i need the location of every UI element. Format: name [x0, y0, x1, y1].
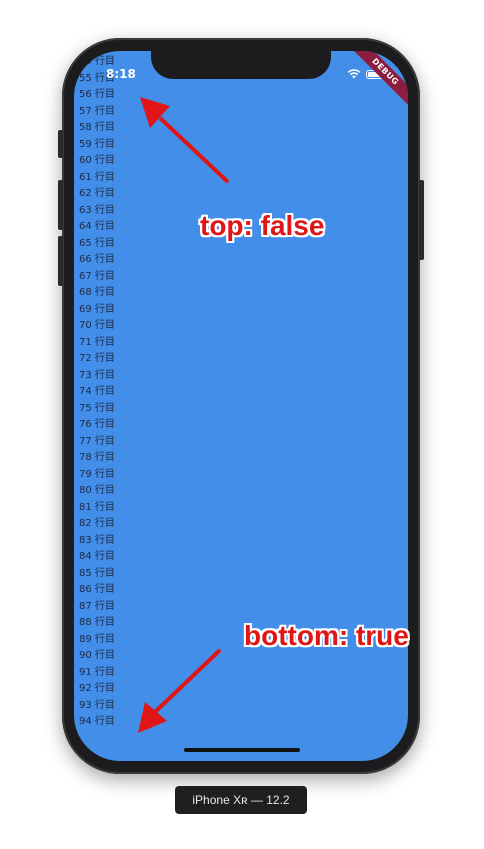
list-item: 88 行目	[79, 617, 115, 628]
list-item: 67 行目	[79, 270, 115, 282]
list-item: 68 行目	[79, 287, 115, 298]
list-item: 54 行目	[79, 56, 115, 67]
list-item: 85 行目	[79, 567, 115, 579]
arrow-top	[140, 97, 230, 184]
list-item: 89 行目	[79, 633, 115, 645]
annotation-top-false: top: false	[200, 210, 325, 241]
volume-down-button	[58, 236, 63, 286]
arrow-bottom	[138, 648, 222, 733]
list-item: 83 行目	[79, 534, 115, 546]
list-item: 64 行目	[79, 221, 115, 232]
annotation-bottom-true: bottom: true	[244, 620, 409, 651]
list-item: 82 行目	[79, 518, 115, 529]
silent-switch	[58, 130, 63, 158]
list-item: 59 行目	[79, 138, 115, 150]
list-item: 73 行目	[79, 369, 115, 381]
list-item: 63 行目	[79, 204, 115, 216]
home-indicator[interactable]	[184, 748, 300, 752]
list-item: 90 行目	[79, 650, 115, 661]
list-item: 72 行目	[79, 353, 115, 364]
phone-frame: 8:18 DEBUG 54 行目 55 行目 56 行目 57 行目 58 行目 59 行…	[58, 38, 424, 774]
list-item: 61 行目	[79, 171, 115, 183]
list-item: 77 行目	[79, 435, 115, 447]
list-item: 62 行目	[79, 188, 115, 199]
list-item: 80 行目	[79, 485, 115, 496]
list-item: 86 行目	[79, 584, 115, 595]
list-item: 75 行目	[79, 402, 115, 414]
list-item: 60 行目	[79, 155, 115, 166]
list-item: 92 行目	[79, 683, 115, 694]
volume-up-button	[58, 180, 63, 230]
list-item: 65 行目	[79, 237, 115, 249]
list-item: 57 行目	[79, 105, 115, 117]
power-button	[419, 180, 424, 260]
list-item: 66 行目	[79, 254, 115, 265]
list-item: 93 行目	[79, 699, 115, 711]
list-item: 70 行目	[79, 320, 115, 331]
list-item: 87 行目	[79, 600, 115, 612]
list-item: 69 行目	[79, 303, 115, 315]
list-item: 58 行目	[79, 122, 115, 133]
wifi-icon	[347, 69, 361, 79]
list-item: 84 行目	[79, 551, 115, 562]
device-label: iPhone Xʀ — 12.2	[175, 786, 307, 814]
list-item: 55 行目	[79, 72, 115, 84]
list-item: 78 行目	[79, 452, 115, 463]
list-item: 79 行目	[79, 468, 115, 480]
list-item: 56 行目	[79, 89, 115, 100]
status-time: 8:18	[106, 67, 136, 81]
list-item: 74 行目	[79, 386, 115, 397]
row-list[interactable]: 54 行目 55 行目 56 行目 57 行目 58 行目 59 行目 60 行目 61 行目…	[79, 54, 115, 731]
list-item: 76 行目	[79, 419, 115, 430]
list-item: 71 行目	[79, 336, 115, 348]
list-item: 94 行目	[79, 716, 115, 727]
notch	[151, 51, 331, 79]
app-screen: 8:18 DEBUG 54 行目 55 行目 56 行目 57 行目 58 行目 59 行…	[74, 51, 408, 761]
list-item: 81 行目	[79, 501, 115, 513]
list-item: 91 行目	[79, 666, 115, 678]
